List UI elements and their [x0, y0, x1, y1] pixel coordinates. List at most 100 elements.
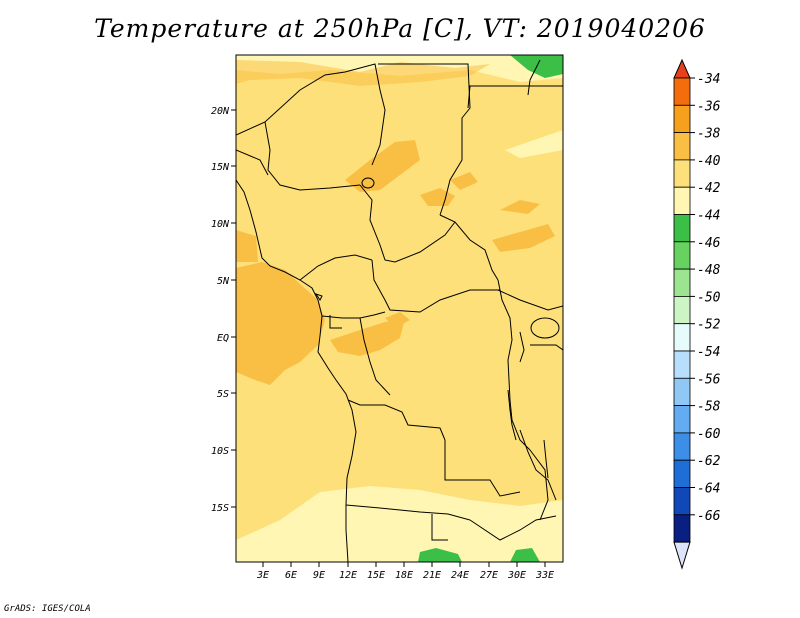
colorbar-label: -54: [697, 345, 720, 360]
colorbar-segment: [673, 377, 691, 406]
colorbar-label: -56: [697, 372, 721, 387]
colorbar-segment: [673, 77, 691, 106]
lon-label-21E: 21E: [423, 570, 441, 581]
border-sudan: [439, 214, 499, 281]
border-uganda-sudan: [497, 289, 563, 311]
colorbar-segment: [673, 487, 691, 516]
lat-label-5S: 5S: [217, 389, 229, 400]
lon-label-6E: 6E: [285, 570, 297, 581]
colorbar-label: -60: [697, 427, 721, 442]
border-nigeria-cameroon: [299, 254, 373, 281]
colorbar-segment: [673, 214, 691, 243]
border-egypt-sudan: [467, 85, 563, 109]
border-namibia: [345, 504, 471, 521]
border-niger-nigeria: [264, 121, 361, 191]
colorbar-segment: [673, 241, 691, 270]
border-tanzania: [530, 344, 563, 351]
lake-chad: [361, 177, 375, 189]
colorbar-label: -64: [697, 482, 720, 497]
colorbar-label: -36: [697, 99, 721, 114]
field-green-s2: [510, 548, 540, 562]
colorbar-label: -40: [697, 154, 721, 169]
plot-frame: [235, 54, 564, 563]
lon-label-33E: 33E: [535, 570, 554, 581]
field-green-s1: [418, 548, 462, 562]
colorbar-label: -50: [697, 290, 721, 305]
field-patch-small1: [420, 188, 455, 206]
border-chad-libya: [378, 63, 471, 216]
border-malawi: [529, 449, 549, 521]
border-drc-east: [497, 279, 531, 451]
colorbar-label: -48: [697, 263, 721, 278]
colorbar-label: -46: [697, 236, 721, 251]
field-light-ne: [505, 130, 563, 158]
colorbar-top-arrow: [673, 58, 691, 79]
colorbar-label: -34: [697, 72, 720, 87]
colorbar-label: -52: [697, 318, 721, 333]
colorbar-segment: [673, 432, 691, 461]
lake-malawi: [543, 439, 549, 479]
colorbar-label: -42: [697, 181, 721, 196]
lake-albert: [519, 331, 525, 363]
lake-victoria: [530, 317, 560, 339]
border-mozambique: [519, 429, 557, 501]
colorbar-segment: [673, 186, 691, 215]
colorbar-label: -58: [697, 400, 721, 415]
colorbar: -34 -36 -38 -40 -42 -44 -46 -48 -50 -52 -54 -56 -58 -…: [673, 58, 721, 570]
field-patch-east2: [500, 200, 540, 214]
border-drc-angola: [347, 399, 446, 441]
field-patch-west: [236, 230, 258, 262]
lat-label-10S: 10S: [211, 446, 229, 457]
lon-label-27E: 27E: [480, 570, 498, 581]
border-zimbabwe: [469, 515, 557, 541]
colorbar-segment: [673, 132, 691, 161]
colorbar-label: -44: [697, 209, 720, 224]
field-light-south: [236, 486, 563, 562]
border-caprivi: [431, 514, 448, 541]
colorbar-label: -38: [697, 127, 721, 142]
lon-label-30E: 30E: [507, 570, 526, 581]
field-patch-small3: [385, 312, 410, 328]
field-patch-small2: [450, 172, 478, 190]
lat-label-EQ: EQ: [217, 333, 229, 344]
lat-label-15S: 15S: [211, 503, 229, 514]
coastline-west: [236, 179, 357, 562]
boundaries: [236, 59, 563, 562]
lat-label-5N: 5N: [217, 276, 230, 287]
border-zambia: [444, 440, 521, 497]
colorbar-bottom-arrow: [673, 541, 691, 570]
temperature-field: [236, 55, 563, 562]
border-eq-guinea: [329, 315, 342, 329]
colorbar-segment: [673, 159, 691, 188]
lat-label-20N: 20N: [211, 106, 230, 117]
border-congo: [359, 317, 391, 396]
colorbar-segment: [673, 323, 691, 352]
colorbar-segment: [673, 268, 691, 297]
colorbar-label: -62: [697, 454, 721, 469]
colorbar-segment: [673, 350, 691, 379]
lon-label-15E: 15E: [367, 570, 385, 581]
bioko-island: [314, 293, 323, 301]
lon-ticks: [262, 562, 546, 567]
lat-label-15N: 15N: [211, 162, 230, 173]
colorbar-segment: [673, 514, 691, 543]
colorbar-label: -66: [697, 509, 721, 524]
field-patch-congo: [330, 318, 405, 356]
field-patch-north: [236, 60, 490, 86]
lon-label-24E: 24E: [451, 570, 469, 581]
lon-label-9E: 9E: [313, 570, 325, 581]
lon-label-18E: 18E: [395, 570, 413, 581]
lat-ticks: [231, 109, 236, 508]
field-patch-east: [492, 224, 555, 252]
lon-label-3E: 3E: [256, 570, 269, 581]
lake-tanganyika: [507, 389, 517, 441]
colorbar-segment: [673, 295, 691, 325]
credit-text: GrADS: IGES/COLA: [4, 604, 91, 614]
field-patch-gulf: [236, 262, 325, 385]
colorbar-segment: [673, 459, 691, 488]
figure-title: Temperature at 250hPa [C], VT: 201904020…: [94, 14, 706, 43]
border-mali-niger: [236, 63, 386, 166]
lon-label-12E: 12E: [339, 570, 357, 581]
